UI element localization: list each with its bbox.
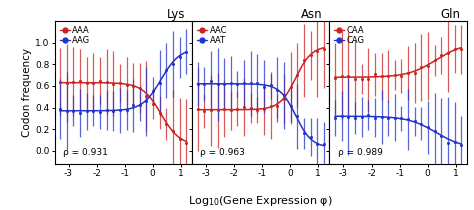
- Text: Log$_{10}$(Gene Expression φ): Log$_{10}$(Gene Expression φ): [189, 194, 333, 208]
- Text: Lys: Lys: [166, 8, 185, 21]
- Text: Asn: Asn: [301, 8, 322, 21]
- Legend: CAA, CAG: CAA, CAG: [332, 24, 367, 48]
- Legend: AAC, AAT: AAC, AAT: [194, 24, 229, 48]
- Text: ρ = 0.989: ρ = 0.989: [337, 148, 383, 157]
- Legend: AAA, AAG: AAA, AAG: [57, 24, 92, 48]
- Text: ρ = 0.963: ρ = 0.963: [200, 148, 245, 157]
- Y-axis label: Codon frequency: Codon frequency: [22, 48, 33, 137]
- Text: ρ = 0.931: ρ = 0.931: [63, 148, 108, 157]
- Text: Gln: Gln: [440, 8, 460, 21]
